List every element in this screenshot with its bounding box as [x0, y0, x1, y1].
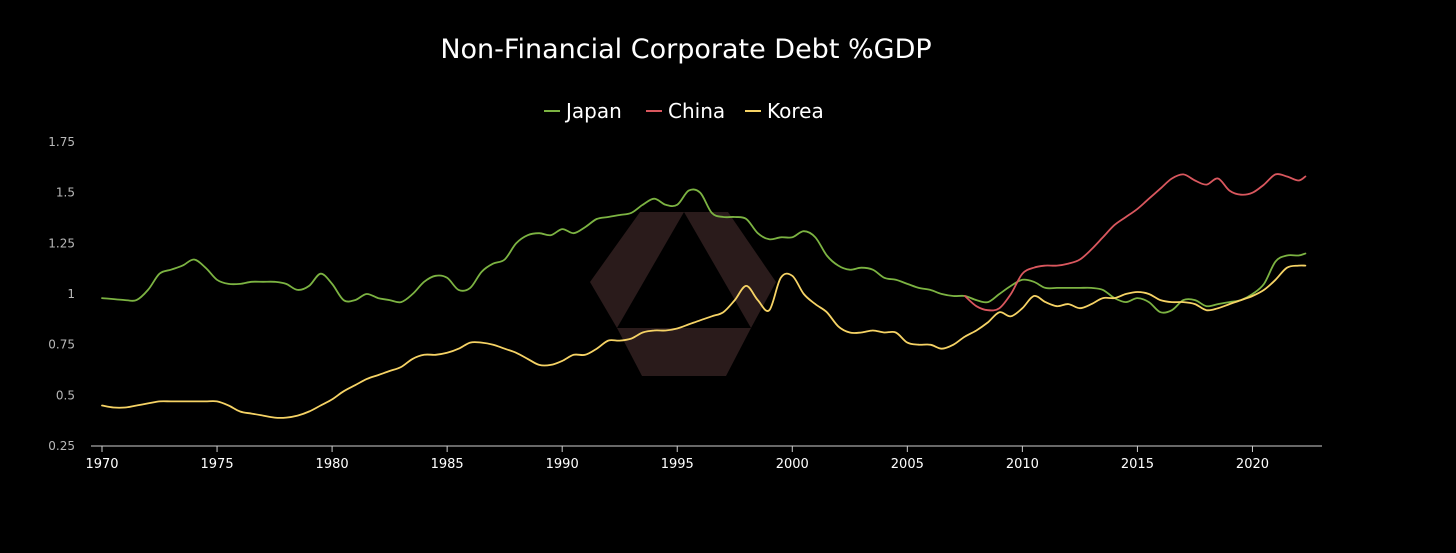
legend-item-korea[interactable]: Korea — [745, 99, 824, 123]
watermark-left-panel — [590, 212, 684, 328]
x-tick-label: 2000 — [776, 457, 809, 472]
watermark-logo — [590, 212, 776, 376]
x-tick-label: 1985 — [431, 457, 464, 472]
x-tick-label: 1990 — [546, 457, 579, 472]
y-tick-label: 1.25 — [48, 236, 75, 250]
y-tick-label: 0.25 — [48, 439, 75, 453]
x-axis: 1970 1975 1980 1985 1990 1995 2000 2005 2010 2015… — [85, 446, 1269, 472]
legend-label: China — [668, 99, 725, 123]
series-line-china — [964, 173, 1307, 312]
legend: Japan China Korea — [544, 99, 824, 123]
x-tick-label: 2010 — [1006, 457, 1039, 472]
y-tick-label: 1.5 — [56, 186, 75, 200]
y-tick-label: 1.75 — [48, 135, 75, 149]
watermark-right-panel — [684, 212, 776, 328]
series-line-korea — [101, 264, 1307, 419]
x-tick-label: 2020 — [1236, 457, 1269, 472]
legend-label: Korea — [767, 99, 824, 123]
y-tick-label: 1 — [67, 287, 75, 301]
y-axis: 0.25 0.5 0.75 1 1.25 1.5 1.75 — [48, 135, 75, 453]
x-tick-label: 1995 — [661, 457, 694, 472]
x-tick-label: 1975 — [201, 457, 234, 472]
watermark-bottom-panel — [617, 328, 751, 376]
legend-item-china[interactable]: China — [646, 99, 725, 123]
x-tick-label: 2005 — [891, 457, 924, 472]
y-tick-label: 0.75 — [48, 338, 75, 352]
legend-label: Japan — [564, 99, 622, 123]
x-tick-label: 1980 — [316, 457, 349, 472]
x-tick-label: 2015 — [1121, 457, 1154, 472]
chart-title: Non-Financial Corporate Debt %GDP — [440, 34, 931, 65]
series-line-japan — [101, 188, 1307, 314]
series-lines — [101, 173, 1307, 419]
x-tick-label: 1970 — [85, 457, 118, 472]
y-tick-label: 0.5 — [56, 388, 75, 402]
legend-item-japan[interactable]: Japan — [544, 99, 622, 123]
